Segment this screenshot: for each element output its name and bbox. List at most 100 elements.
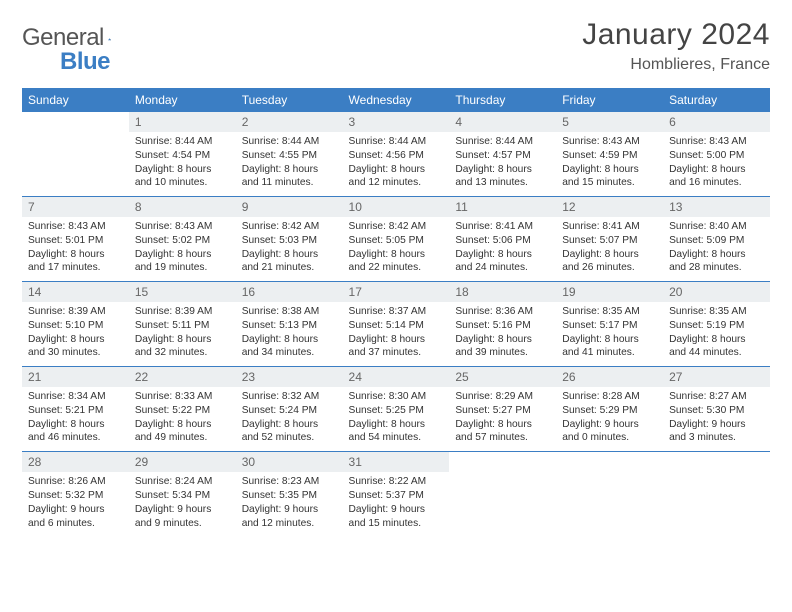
day-number: 10 xyxy=(343,197,450,217)
day-cell: 19Sunrise: 8:35 AMSunset: 5:17 PMDayligh… xyxy=(556,282,663,367)
day-details: Sunrise: 8:43 AMSunset: 5:01 PMDaylight:… xyxy=(22,217,129,281)
daylight-line: Daylight: 8 hours and 17 minutes. xyxy=(28,248,123,276)
sunset-line: Sunset: 4:59 PM xyxy=(562,149,657,163)
sunrise-line: Sunrise: 8:43 AM xyxy=(135,220,230,234)
day-cell: 7Sunrise: 8:43 AMSunset: 5:01 PMDaylight… xyxy=(22,197,129,282)
day-cell: 21Sunrise: 8:34 AMSunset: 5:21 PMDayligh… xyxy=(22,367,129,452)
daylight-line: Daylight: 8 hours and 54 minutes. xyxy=(349,418,444,446)
day-cell: 6Sunrise: 8:43 AMSunset: 5:00 PMDaylight… xyxy=(663,112,770,197)
day-details: Sunrise: 8:43 AMSunset: 5:00 PMDaylight:… xyxy=(663,132,770,196)
sunrise-line: Sunrise: 8:22 AM xyxy=(349,475,444,489)
day-details: Sunrise: 8:26 AMSunset: 5:32 PMDaylight:… xyxy=(22,472,129,536)
day-cell: 14Sunrise: 8:39 AMSunset: 5:10 PMDayligh… xyxy=(22,282,129,367)
sunset-line: Sunset: 5:21 PM xyxy=(28,404,123,418)
day-details: Sunrise: 8:28 AMSunset: 5:29 PMDaylight:… xyxy=(556,387,663,451)
day-cell: 9Sunrise: 8:42 AMSunset: 5:03 PMDaylight… xyxy=(236,197,343,282)
sunrise-line: Sunrise: 8:39 AM xyxy=(135,305,230,319)
sunset-line: Sunset: 4:54 PM xyxy=(135,149,230,163)
day-number: 27 xyxy=(663,367,770,387)
sunset-line: Sunset: 4:55 PM xyxy=(242,149,337,163)
sunrise-line: Sunrise: 8:44 AM xyxy=(349,135,444,149)
day-cell: 4Sunrise: 8:44 AMSunset: 4:57 PMDaylight… xyxy=(449,112,556,197)
sunrise-line: Sunrise: 8:40 AM xyxy=(669,220,764,234)
weekday-header: Wednesday xyxy=(343,88,450,112)
day-number: 26 xyxy=(556,367,663,387)
day-number: 8 xyxy=(129,197,236,217)
day-number: 15 xyxy=(129,282,236,302)
weekday-header: Tuesday xyxy=(236,88,343,112)
day-cell: 27Sunrise: 8:27 AMSunset: 5:30 PMDayligh… xyxy=(663,367,770,452)
day-cell: 3Sunrise: 8:44 AMSunset: 4:56 PMDaylight… xyxy=(343,112,450,197)
day-details: Sunrise: 8:43 AMSunset: 5:02 PMDaylight:… xyxy=(129,217,236,281)
daylight-line: Daylight: 9 hours and 0 minutes. xyxy=(562,418,657,446)
sunset-line: Sunset: 4:57 PM xyxy=(455,149,550,163)
day-details: Sunrise: 8:23 AMSunset: 5:35 PMDaylight:… xyxy=(236,472,343,536)
sunset-line: Sunset: 5:29 PM xyxy=(562,404,657,418)
day-details: Sunrise: 8:34 AMSunset: 5:21 PMDaylight:… xyxy=(22,387,129,451)
sunrise-line: Sunrise: 8:34 AM xyxy=(28,390,123,404)
sunset-line: Sunset: 5:10 PM xyxy=(28,319,123,333)
empty-cell xyxy=(556,452,663,537)
day-cell: 25Sunrise: 8:29 AMSunset: 5:27 PMDayligh… xyxy=(449,367,556,452)
sunrise-line: Sunrise: 8:30 AM xyxy=(349,390,444,404)
daylight-line: Daylight: 9 hours and 9 minutes. xyxy=(135,503,230,531)
day-cell: 28Sunrise: 8:26 AMSunset: 5:32 PMDayligh… xyxy=(22,452,129,537)
day-details: Sunrise: 8:32 AMSunset: 5:24 PMDaylight:… xyxy=(236,387,343,451)
day-details: Sunrise: 8:39 AMSunset: 5:11 PMDaylight:… xyxy=(129,302,236,366)
day-cell: 1 Sunrise: 8:44 AMSunset: 4:54 PMDaylight… xyxy=(129,112,236,197)
sunset-line: Sunset: 5:34 PM xyxy=(135,489,230,503)
daylight-line: Daylight: 8 hours and 46 minutes. xyxy=(28,418,123,446)
sunrise-line: Sunrise: 8:44 AM xyxy=(135,135,230,149)
daylight-line: Daylight: 8 hours and 15 minutes. xyxy=(562,163,657,191)
daylight-line: Daylight: 8 hours and 28 minutes. xyxy=(669,248,764,276)
daylight-line: Daylight: 8 hours and 10 minutes. xyxy=(135,163,230,191)
day-number: 17 xyxy=(343,282,450,302)
weekday-header: Friday xyxy=(556,88,663,112)
day-cell: 30Sunrise: 8:23 AMSunset: 5:35 PMDayligh… xyxy=(236,452,343,537)
daylight-line: Daylight: 8 hours and 24 minutes. xyxy=(455,248,550,276)
daylight-line: Daylight: 8 hours and 30 minutes. xyxy=(28,333,123,361)
sunrise-line: Sunrise: 8:23 AM xyxy=(242,475,337,489)
day-cell: 22Sunrise: 8:33 AMSunset: 5:22 PMDayligh… xyxy=(129,367,236,452)
daylight-line: Daylight: 8 hours and 26 minutes. xyxy=(562,248,657,276)
calendar-row: 14Sunrise: 8:39 AMSunset: 5:10 PMDayligh… xyxy=(22,282,770,367)
day-cell: 16Sunrise: 8:38 AMSunset: 5:13 PMDayligh… xyxy=(236,282,343,367)
daylight-line: Daylight: 8 hours and 44 minutes. xyxy=(669,333,764,361)
empty-cell xyxy=(449,452,556,537)
sunrise-line: Sunrise: 8:39 AM xyxy=(28,305,123,319)
day-number: 21 xyxy=(22,367,129,387)
sunset-line: Sunset: 5:32 PM xyxy=(28,489,123,503)
day-number: 3 xyxy=(343,112,450,132)
day-cell: 10Sunrise: 8:42 AMSunset: 5:05 PMDayligh… xyxy=(343,197,450,282)
sunrise-line: Sunrise: 8:42 AM xyxy=(242,220,337,234)
day-number: 19 xyxy=(556,282,663,302)
daylight-line: Daylight: 8 hours and 13 minutes. xyxy=(455,163,550,191)
sunrise-line: Sunrise: 8:27 AM xyxy=(669,390,764,404)
daylight-line: Daylight: 8 hours and 19 minutes. xyxy=(135,248,230,276)
calendar-body: 1Sunrise: 8:44 AMSunset: 4:54 PMDaylight… xyxy=(22,112,770,536)
day-details: Sunrise: 8:44 AMSunset: 4:57 PMDaylight:… xyxy=(449,132,556,196)
sunrise-line: Sunrise: 8:41 AM xyxy=(562,220,657,234)
daylight-line: Daylight: 9 hours and 3 minutes. xyxy=(669,418,764,446)
sunset-line: Sunset: 5:09 PM xyxy=(669,234,764,248)
day-number: 16 xyxy=(236,282,343,302)
day-number: 4 xyxy=(449,112,556,132)
sunrise-line: Sunrise: 8:44 AM xyxy=(242,135,337,149)
day-details: Sunrise: 8:42 AMSunset: 5:03 PMDaylight:… xyxy=(236,217,343,281)
daylight-line: Daylight: 9 hours and 15 minutes. xyxy=(349,503,444,531)
sunrise-line: Sunrise: 8:36 AM xyxy=(455,305,550,319)
sunrise-line: Sunrise: 8:43 AM xyxy=(669,135,764,149)
calendar-row: 7Sunrise: 8:43 AMSunset: 5:01 PMDaylight… xyxy=(22,197,770,282)
day-number: 11 xyxy=(449,197,556,217)
daylight-line: Daylight: 8 hours and 49 minutes. xyxy=(135,418,230,446)
daylight-line: Daylight: 9 hours and 12 minutes. xyxy=(242,503,337,531)
sunset-line: Sunset: 5:03 PM xyxy=(242,234,337,248)
calendar-row: 28Sunrise: 8:26 AMSunset: 5:32 PMDayligh… xyxy=(22,452,770,537)
sunset-line: Sunset: 5:00 PM xyxy=(669,149,764,163)
sunrise-line: Sunrise: 8:38 AM xyxy=(242,305,337,319)
sunset-line: Sunset: 5:01 PM xyxy=(28,234,123,248)
day-number: 25 xyxy=(449,367,556,387)
day-details: Sunrise: 8:30 AMSunset: 5:25 PMDaylight:… xyxy=(343,387,450,451)
day-number: 1 xyxy=(129,112,236,132)
day-details: Sunrise: 8:41 AMSunset: 5:07 PMDaylight:… xyxy=(556,217,663,281)
